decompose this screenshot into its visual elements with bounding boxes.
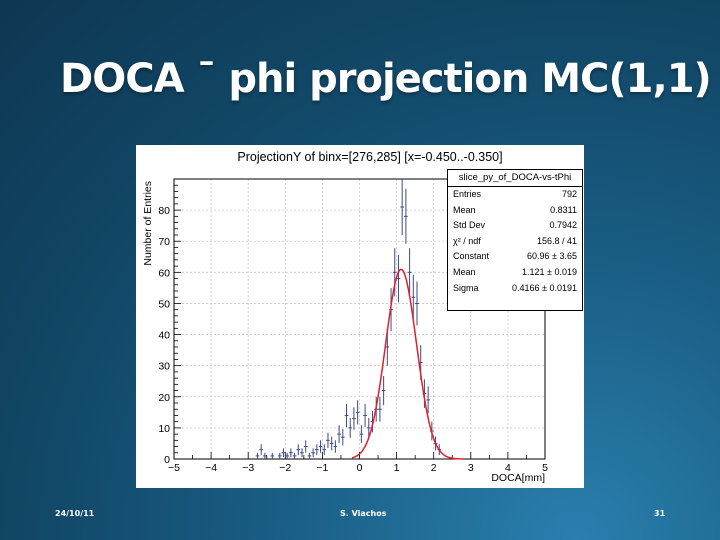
stats-value: 0.4166 ± 0.0191 (512, 282, 577, 293)
x-tick-label: −3 (242, 462, 254, 474)
y-tick-label: 20 (158, 392, 170, 404)
data-point (326, 432, 330, 448)
y-tick-label: 50 (158, 298, 170, 310)
footer-author: S. Viachos (340, 509, 387, 518)
footer-date: 24/10/11 (55, 509, 95, 518)
y-tick-label: 10 (158, 423, 170, 435)
data-point (314, 444, 319, 456)
data-point (311, 448, 315, 458)
stats-label: Mean (453, 266, 476, 277)
y-tick-label: 30 (158, 361, 170, 373)
stats-value: 156.8 / 41 (536, 235, 577, 246)
stats-value: 0.8311 (550, 204, 577, 215)
data-point (322, 444, 327, 456)
data-point (355, 400, 360, 425)
stats-row: Mean 0.8311 (448, 203, 582, 219)
data-point (296, 444, 301, 456)
data-point (426, 386, 430, 414)
data-point (289, 448, 293, 458)
stats-row: Std Dev 0.7942 (448, 218, 582, 234)
stats-title: slice_py_of_DOCA-vs-tPhi (448, 170, 582, 187)
stats-value: 1.121 ± 0.019 (522, 266, 577, 277)
data-point (259, 444, 264, 456)
stats-row: Sigma 0.4166 ± 0.0191 (448, 281, 582, 297)
data-point (292, 452, 297, 459)
x-tick-label: 2 (431, 462, 437, 474)
stats-row: Constant 60.96 ± 3.65 (448, 249, 582, 265)
x-axis-label: DOCA[mm] (491, 472, 545, 484)
stats-legend: slice_py_of_DOCA-vs-tPhi Entries 792 Mean… (447, 169, 583, 311)
stats-row: χ² / ndf 156.8 / 41 (448, 234, 582, 250)
histogram-plot: −5 −4 −3 −2 −1 0 1 2 3 4 5 0 10 20 30 40 50 60 70 80 Projec… (136, 145, 584, 488)
stats-value: 60.96 ± 3.65 (527, 251, 577, 262)
data-point (285, 452, 290, 459)
footer-page-number: 31 (654, 509, 666, 518)
data-point (300, 448, 304, 458)
data-point (255, 452, 260, 459)
data-point (396, 254, 401, 303)
data-point (307, 452, 312, 459)
data-point (318, 440, 323, 453)
data-point (263, 452, 267, 459)
stats-row: Mean 1.121 ± 0.019 (448, 265, 582, 281)
x-tick-label: 1 (394, 462, 400, 474)
y-tick-label: 60 (158, 267, 170, 279)
data-point (404, 188, 408, 244)
slide-title: DOCA ¯ phi projection MC(1,1) (60, 56, 712, 102)
data-point (277, 452, 282, 459)
data-point (381, 375, 386, 406)
stats-label: Sigma (453, 282, 479, 293)
y-tick-label: 0 (164, 454, 170, 466)
y-tick-label: 80 (158, 205, 170, 217)
stats-value: 0.7942 (549, 220, 577, 231)
data-point (303, 440, 308, 453)
data-point (363, 403, 367, 428)
grid-lines (173, 179, 546, 460)
data-point (366, 418, 371, 438)
x-tick-label: −2 (279, 462, 291, 474)
data-point (270, 452, 275, 459)
data-points (255, 179, 442, 459)
stats-label: Constant (453, 251, 490, 262)
stats-value: 792 (561, 189, 577, 199)
data-point (407, 248, 412, 297)
data-point (348, 418, 353, 438)
data-point (329, 436, 334, 451)
y-axis-label: Number of Entries (142, 181, 154, 266)
x-tick-label: 3 (468, 462, 474, 474)
fit-curve-group (351, 268, 464, 460)
data-point (378, 396, 382, 422)
x-tick-label: 5 (542, 462, 548, 474)
data-point (352, 407, 356, 430)
y-tick-label: 70 (158, 236, 170, 248)
stats-label: Std Dev (453, 220, 486, 231)
stats-row: Entries 792 (448, 187, 582, 203)
data-point (344, 403, 349, 428)
fit-curve (351, 268, 464, 460)
data-point (359, 425, 364, 443)
stats-label: Mean (453, 204, 476, 215)
data-point (337, 425, 341, 443)
x-tick-label: 0 (357, 462, 363, 474)
x-tick-label: 4 (505, 462, 511, 474)
x-tick-label: −4 (205, 462, 217, 474)
data-point (411, 274, 416, 320)
stats-label: Entries (453, 189, 482, 199)
stats-label: χ² / ndf (453, 235, 481, 246)
x-tick-label: −1 (316, 462, 328, 474)
data-point (340, 428, 345, 446)
data-point (415, 281, 419, 326)
data-point (333, 440, 338, 453)
y-tick-label: 40 (158, 330, 170, 342)
data-point (281, 448, 286, 458)
x-tick-label: −5 (168, 462, 180, 474)
chart-title: ProjectionY of binx=[276,285] [x=-0.450.… (237, 150, 502, 164)
data-point (400, 179, 405, 235)
